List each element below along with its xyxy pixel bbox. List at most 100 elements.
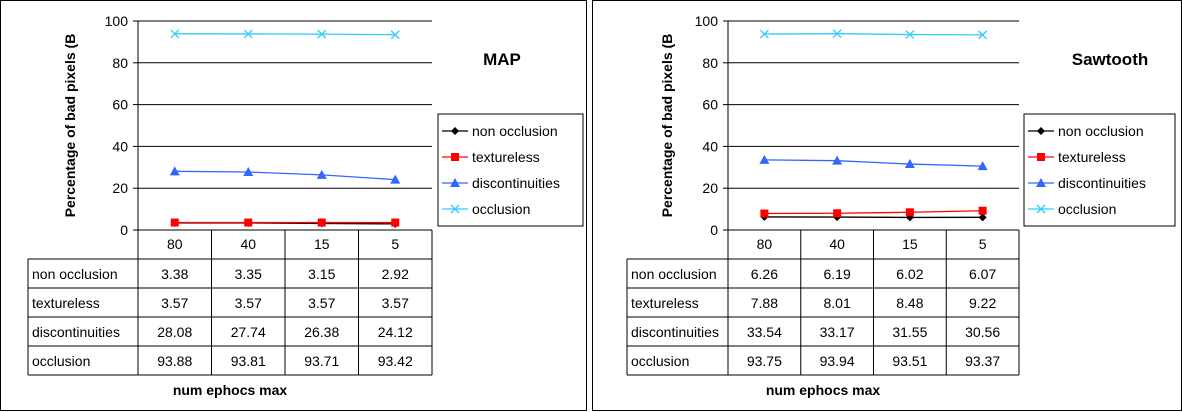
c0-table-row-label-3: occlusion [32,353,90,369]
c1-data-point-1-0 [760,209,769,218]
c0-chart-title: MAP [483,50,521,69]
c0-table-cell-3-0: 93.88 [157,353,192,369]
c0-y-axis-label: Percentage of bad pixels (B [62,34,78,218]
c0-data-point-2-3 [390,174,401,184]
c0-table-cell-2-2: 26.38 [304,324,339,340]
c0-y-tick-label: 60 [112,97,128,113]
c0-y-tick-label: 80 [112,55,128,71]
c1-table-cell-2-3: 30.56 [965,324,1000,340]
c1-legend-marker-2 [1036,178,1046,187]
c1-series-line-2 [764,159,983,167]
chart-panel-sawtooth: 0 20 40 60 80 100 Percentage of bad pixels (B S… [592,0,1182,411]
c1-data-point-3-1 [832,29,842,39]
c0-legend-marker-1 [451,153,459,161]
c1-chart-title: Sawtooth [1072,50,1149,69]
c0-table-cell-2-0: 28.08 [157,324,192,340]
c1-y-tick-label: 100 [695,13,719,29]
c1-table-cell-0-2: 6.02 [896,266,923,282]
c0-data-point-1-3 [391,218,400,227]
c1-data-point-1-3 [978,206,987,215]
c0-y-tick-label: 20 [112,180,128,196]
c0-legend-marker-0 [451,127,459,135]
c0-series-line-2 [174,170,396,181]
c0-table-cell-1-0: 3.57 [161,295,188,311]
c1-table-cell-0-0: 6.26 [751,266,778,282]
c0-table-cell-3-2: 93.71 [304,353,339,369]
c1-data-point-3-0 [759,29,769,39]
c1-x-axis-label: num ephocs max [766,382,881,398]
c0-table-cell-0-0: 3.38 [161,266,188,282]
c0-x-tick-label-0: 80 [167,236,183,252]
c0-table-row-label-1: textureless [32,295,100,311]
c1-data-point-2-0 [759,154,770,164]
c0-legend-label-3: occlusion [472,201,530,217]
c0-data-point-3-2 [317,29,327,39]
c0-legend-marker-3 [450,204,460,214]
c1-table-row-label-1: textureless [631,295,699,311]
c1-y-tick-label: 40 [702,138,718,154]
c1-table-row-label-0: non occlusion [631,266,717,282]
c1-legend-marker-3 [1036,204,1046,214]
c1-series-line-3 [764,33,983,36]
c1-table-cell-3-0: 93.75 [747,353,782,369]
c1-x-tick-label-3: 5 [979,236,987,252]
c0-x-tick-label-1: 40 [240,236,256,252]
c0-table-cell-0-3: 2.92 [382,266,409,282]
c0-data-point-1-1 [244,218,253,227]
c0-data-point-1-2 [317,218,326,227]
c0-data-point-3-1 [243,29,253,39]
c0-series-line-3 [174,33,396,36]
c0-table-cell-0-1: 3.35 [235,266,262,282]
c1-y-tick-label: 0 [710,222,718,238]
c1-y-tick-label: 20 [702,180,718,196]
c0-table-cell-1-2: 3.57 [308,295,335,311]
c1-table-cell-2-2: 31.55 [892,324,927,340]
c0-legend-label-1: textureless [472,149,540,165]
c1-y-tick-label: 60 [702,97,718,113]
c1-table-cell-1-0: 7.88 [751,295,778,311]
c1-y-axis-label: Percentage of bad pixels (B [659,34,675,218]
c1-data-point-2-3 [977,161,988,171]
c1-table-cell-1-3: 9.22 [969,295,996,311]
c1-table-cell-0-3: 6.07 [969,266,996,282]
c0-table-cell-3-1: 93.81 [231,353,266,369]
c1-table-cell-1-2: 8.48 [896,295,923,311]
c1-x-tick-label-1: 40 [829,236,845,252]
c1-x-tick-label-0: 80 [757,236,773,252]
c1-data-point-2-2 [904,159,915,169]
chart-map: 0 20 40 60 80 100 Percentage of bad pixels (B M… [27,13,584,398]
c1-legend-label-2: discontinuities [1058,175,1146,191]
c0-data-point-2-2 [316,169,327,179]
c0-data-point-3-3 [390,30,400,40]
c1-data-point-2-1 [832,155,843,165]
c0-data-point-2-1 [243,167,254,177]
c0-x-axis-label: num ephocs max [173,382,288,398]
c1-table-cell-0-1: 6.19 [824,266,851,282]
c1-y-tick-label: 80 [702,55,718,71]
c0-legend-box [437,113,584,227]
c1-table-cell-3-2: 93.51 [892,353,927,369]
c1-table-cell-3-1: 93.94 [820,353,855,369]
chart-sawtooth: 0 20 40 60 80 100 Percentage of bad pixels (B S… [626,13,1176,398]
c0-data-point-1-0 [170,218,179,227]
c0-table-cell-2-1: 27.74 [231,324,266,340]
c0-legend-marker-2 [450,178,460,187]
c1-data-point-0-3 [978,213,987,222]
c0-x-tick-label-2: 15 [314,236,330,252]
c1-series-line-0 [764,216,983,219]
c0-table-cell-3-3: 93.42 [378,353,413,369]
c1-data-point-1-1 [833,209,842,218]
c0-table-cell-1-1: 3.57 [235,295,262,311]
c1-legend-marker-1 [1037,153,1045,161]
c1-legend-box [1023,113,1176,227]
c0-data-point-3-0 [170,29,180,39]
c1-legend-label-1: textureless [1058,149,1126,165]
c1-legend-marker-0 [1037,127,1045,135]
c0-table-cell-0-2: 3.15 [308,266,335,282]
c1-data-point-1-2 [905,208,914,217]
c1-x-tick-label-2: 15 [902,236,918,252]
c0-y-tick-label: 0 [120,222,128,238]
c0-y-tick-label: 100 [105,13,129,29]
c1-table-cell-2-0: 33.54 [747,324,782,340]
c0-data-point-2-0 [169,166,180,176]
